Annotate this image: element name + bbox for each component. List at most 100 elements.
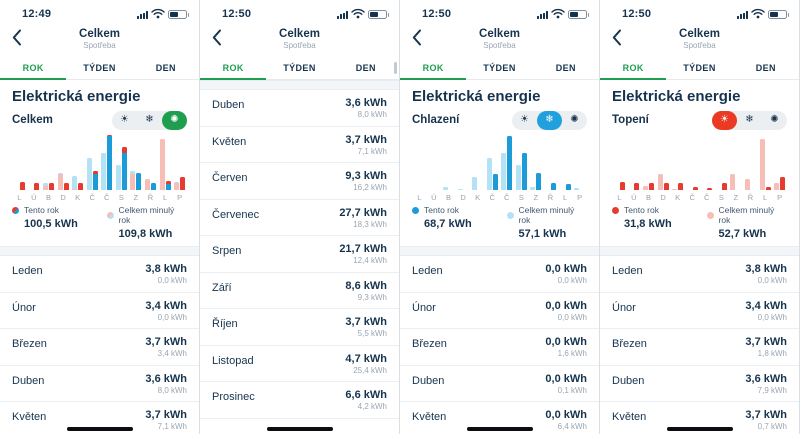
- list-item[interactable]: Duben 0,0 kWh 0,1 kWh: [400, 366, 599, 402]
- bar-this-year: [550, 182, 556, 190]
- list-item[interactable]: Březen 0,0 kWh 1,6 kWh: [400, 329, 599, 366]
- bar-last-year: [115, 165, 121, 190]
- tab-den[interactable]: DEN: [333, 56, 399, 79]
- list-item[interactable]: Duben 3,6 kWh 7,9 kWh: [600, 366, 799, 402]
- list-item[interactable]: Duben 3,6 kWh 8,0 kWh: [0, 366, 199, 402]
- cooling-mode-button[interactable]: ❄: [737, 111, 762, 130]
- list-item[interactable]: Květen 3,7 kWh 7,1 kWh: [0, 402, 199, 434]
- nav-bar: Celkem Spotřeba: [600, 22, 799, 56]
- battery-icon: [568, 9, 589, 19]
- tab-den[interactable]: DEN: [533, 56, 599, 79]
- month-axis-label: K: [475, 193, 481, 202]
- bar-group: S: [514, 134, 529, 202]
- bar-this-year: [150, 182, 156, 190]
- list-item[interactable]: Únor 3,4 kWh 0,0 kWh: [600, 293, 799, 329]
- tab-tyden[interactable]: TÝDEN: [266, 56, 332, 79]
- list-item[interactable]: Leden 3,8 kWh 0,0 kWh: [0, 256, 199, 293]
- list-item[interactable]: Duben 3,6 kWh 8,0 kWh: [200, 90, 399, 127]
- page-title: Elektrická energie: [612, 88, 741, 105]
- back-button[interactable]: [408, 29, 426, 49]
- this-year-value: 0,0 kWh: [545, 372, 587, 385]
- list-item[interactable]: Leden 3,8 kWh 0,0 kWh: [600, 256, 799, 293]
- bar-last-year: [72, 175, 78, 190]
- month-axis-label: K: [75, 193, 81, 202]
- bar-last-year: [57, 172, 63, 190]
- list-item[interactable]: Březen 3,7 kWh 3,4 kWh: [0, 329, 199, 366]
- list-item[interactable]: Květen 0,0 kWh 6,4 kWh: [400, 402, 599, 434]
- bar-last-year: [672, 188, 678, 190]
- home-indicator[interactable]: [66, 427, 133, 431]
- this-year-value: 3,7 kWh: [145, 336, 187, 348]
- status-time: 12:50: [422, 7, 452, 20]
- last-year-value: 5,5 kWh: [357, 329, 387, 338]
- bar-group: S: [714, 134, 729, 202]
- heating-mode-button[interactable]: ☀: [712, 110, 737, 130]
- legend-value: 100,5 kWh: [24, 218, 78, 230]
- last-year-value: 16,2 kWh: [353, 183, 387, 192]
- cooling-mode-button[interactable]: ❄: [537, 110, 562, 130]
- bar-this-year: [107, 134, 113, 190]
- list-item[interactable]: Listopad 4,7 kWh 25,4 kWh: [200, 346, 399, 382]
- back-button[interactable]: [208, 29, 226, 49]
- sun-snowflake-icon: ✺: [770, 114, 779, 125]
- bar-group: Z: [529, 134, 544, 202]
- combined-mode-button[interactable]: ✺: [162, 110, 187, 130]
- combined-mode-button[interactable]: ✺: [762, 111, 787, 130]
- month-label: Duben: [412, 374, 445, 387]
- last-year-value: 7,9 kWh: [757, 385, 787, 395]
- month-label: Srpen: [212, 245, 242, 257]
- legend-last-year: Celkem minulý rok 52,7 kWh: [706, 205, 787, 240]
- list-item[interactable]: Květen 3,7 kWh 0,7 kWh: [600, 402, 799, 434]
- tab-den[interactable]: DEN: [733, 56, 799, 79]
- list-item[interactable]: Prosinec 6,6 kWh 4,2 kWh: [200, 382, 399, 419]
- battery-icon: [368, 9, 389, 19]
- tab-rok[interactable]: ROK: [400, 56, 466, 79]
- list-item[interactable]: Březen 3,7 kWh 1,8 kWh: [600, 329, 799, 366]
- this-year-value: 3,4 kWh: [145, 299, 187, 312]
- cellular-signal-icon: [337, 10, 348, 19]
- tab-tyden[interactable]: TÝDEN: [666, 56, 732, 79]
- monthly-list: Leden 3,8 kWh 0,0 kWh Únor 3,4 kWh 0,0 kWh B…: [0, 256, 199, 434]
- list-item[interactable]: Leden 0,0 kWh 0,0 kWh: [400, 256, 599, 293]
- tab-rok[interactable]: ROK: [0, 56, 66, 79]
- heating-mode-button[interactable]: ☀: [112, 111, 137, 130]
- list-item[interactable]: Květen 3,7 kWh 7,1 kWh: [200, 127, 399, 163]
- sun-icon: ☀: [720, 114, 729, 125]
- wifi-icon: [751, 8, 765, 19]
- nav-title: Celkem: [279, 27, 320, 40]
- last-year-value: 12,4 kWh: [353, 256, 387, 265]
- home-indicator[interactable]: [266, 427, 333, 431]
- last-year-value: 0,0 kWh: [157, 312, 187, 322]
- bar-group: Ú: [427, 134, 442, 202]
- list-item[interactable]: Únor 3,4 kWh 0,0 kWh: [0, 293, 199, 329]
- chart-title: Chlazení: [412, 114, 460, 126]
- list-item[interactable]: Červen 9,3 kWh 16,2 kWh: [200, 163, 399, 200]
- home-indicator[interactable]: [666, 427, 733, 431]
- list-item[interactable]: Říjen 3,7 kWh 5,5 kWh: [200, 309, 399, 346]
- list-item[interactable]: Červenec 27,7 kWh 18,3 kWh: [200, 200, 399, 236]
- month-axis-label: Ú: [431, 193, 437, 202]
- list-item[interactable]: Září 8,6 kWh 9,3 kWh: [200, 273, 399, 309]
- month-axis-label: D: [460, 193, 466, 202]
- cellular-signal-icon: [137, 10, 148, 19]
- heating-mode-button[interactable]: ☀: [512, 111, 537, 130]
- month-label: Listopad: [212, 354, 254, 367]
- list-item[interactable]: Únor 0,0 kWh 0,0 kWh: [400, 293, 599, 329]
- tab-tyden[interactable]: TÝDEN: [66, 56, 132, 79]
- home-indicator[interactable]: [466, 427, 533, 431]
- bar-last-year: [159, 139, 165, 190]
- back-button[interactable]: [8, 29, 26, 49]
- tab-rok[interactable]: ROK: [200, 56, 266, 79]
- combined-mode-button[interactable]: ✺: [562, 111, 587, 130]
- month-axis-label: P: [777, 193, 783, 202]
- back-button[interactable]: [608, 29, 626, 49]
- scrollbar-thumb[interactable]: [394, 62, 397, 74]
- tab-den[interactable]: DEN: [133, 56, 199, 79]
- list-item[interactable]: Srpen 21,7 kWh 12,4 kWh: [200, 236, 399, 273]
- tab-rok[interactable]: ROK: [600, 56, 666, 79]
- monthly-list: Duben 3,6 kWh 8,0 kWh Květen 3,7 kWh 7,1 kWh…: [200, 90, 399, 419]
- tab-tyden[interactable]: TÝDEN: [466, 56, 532, 79]
- cooling-mode-button[interactable]: ❄: [137, 111, 162, 130]
- bar-group: K: [670, 134, 685, 202]
